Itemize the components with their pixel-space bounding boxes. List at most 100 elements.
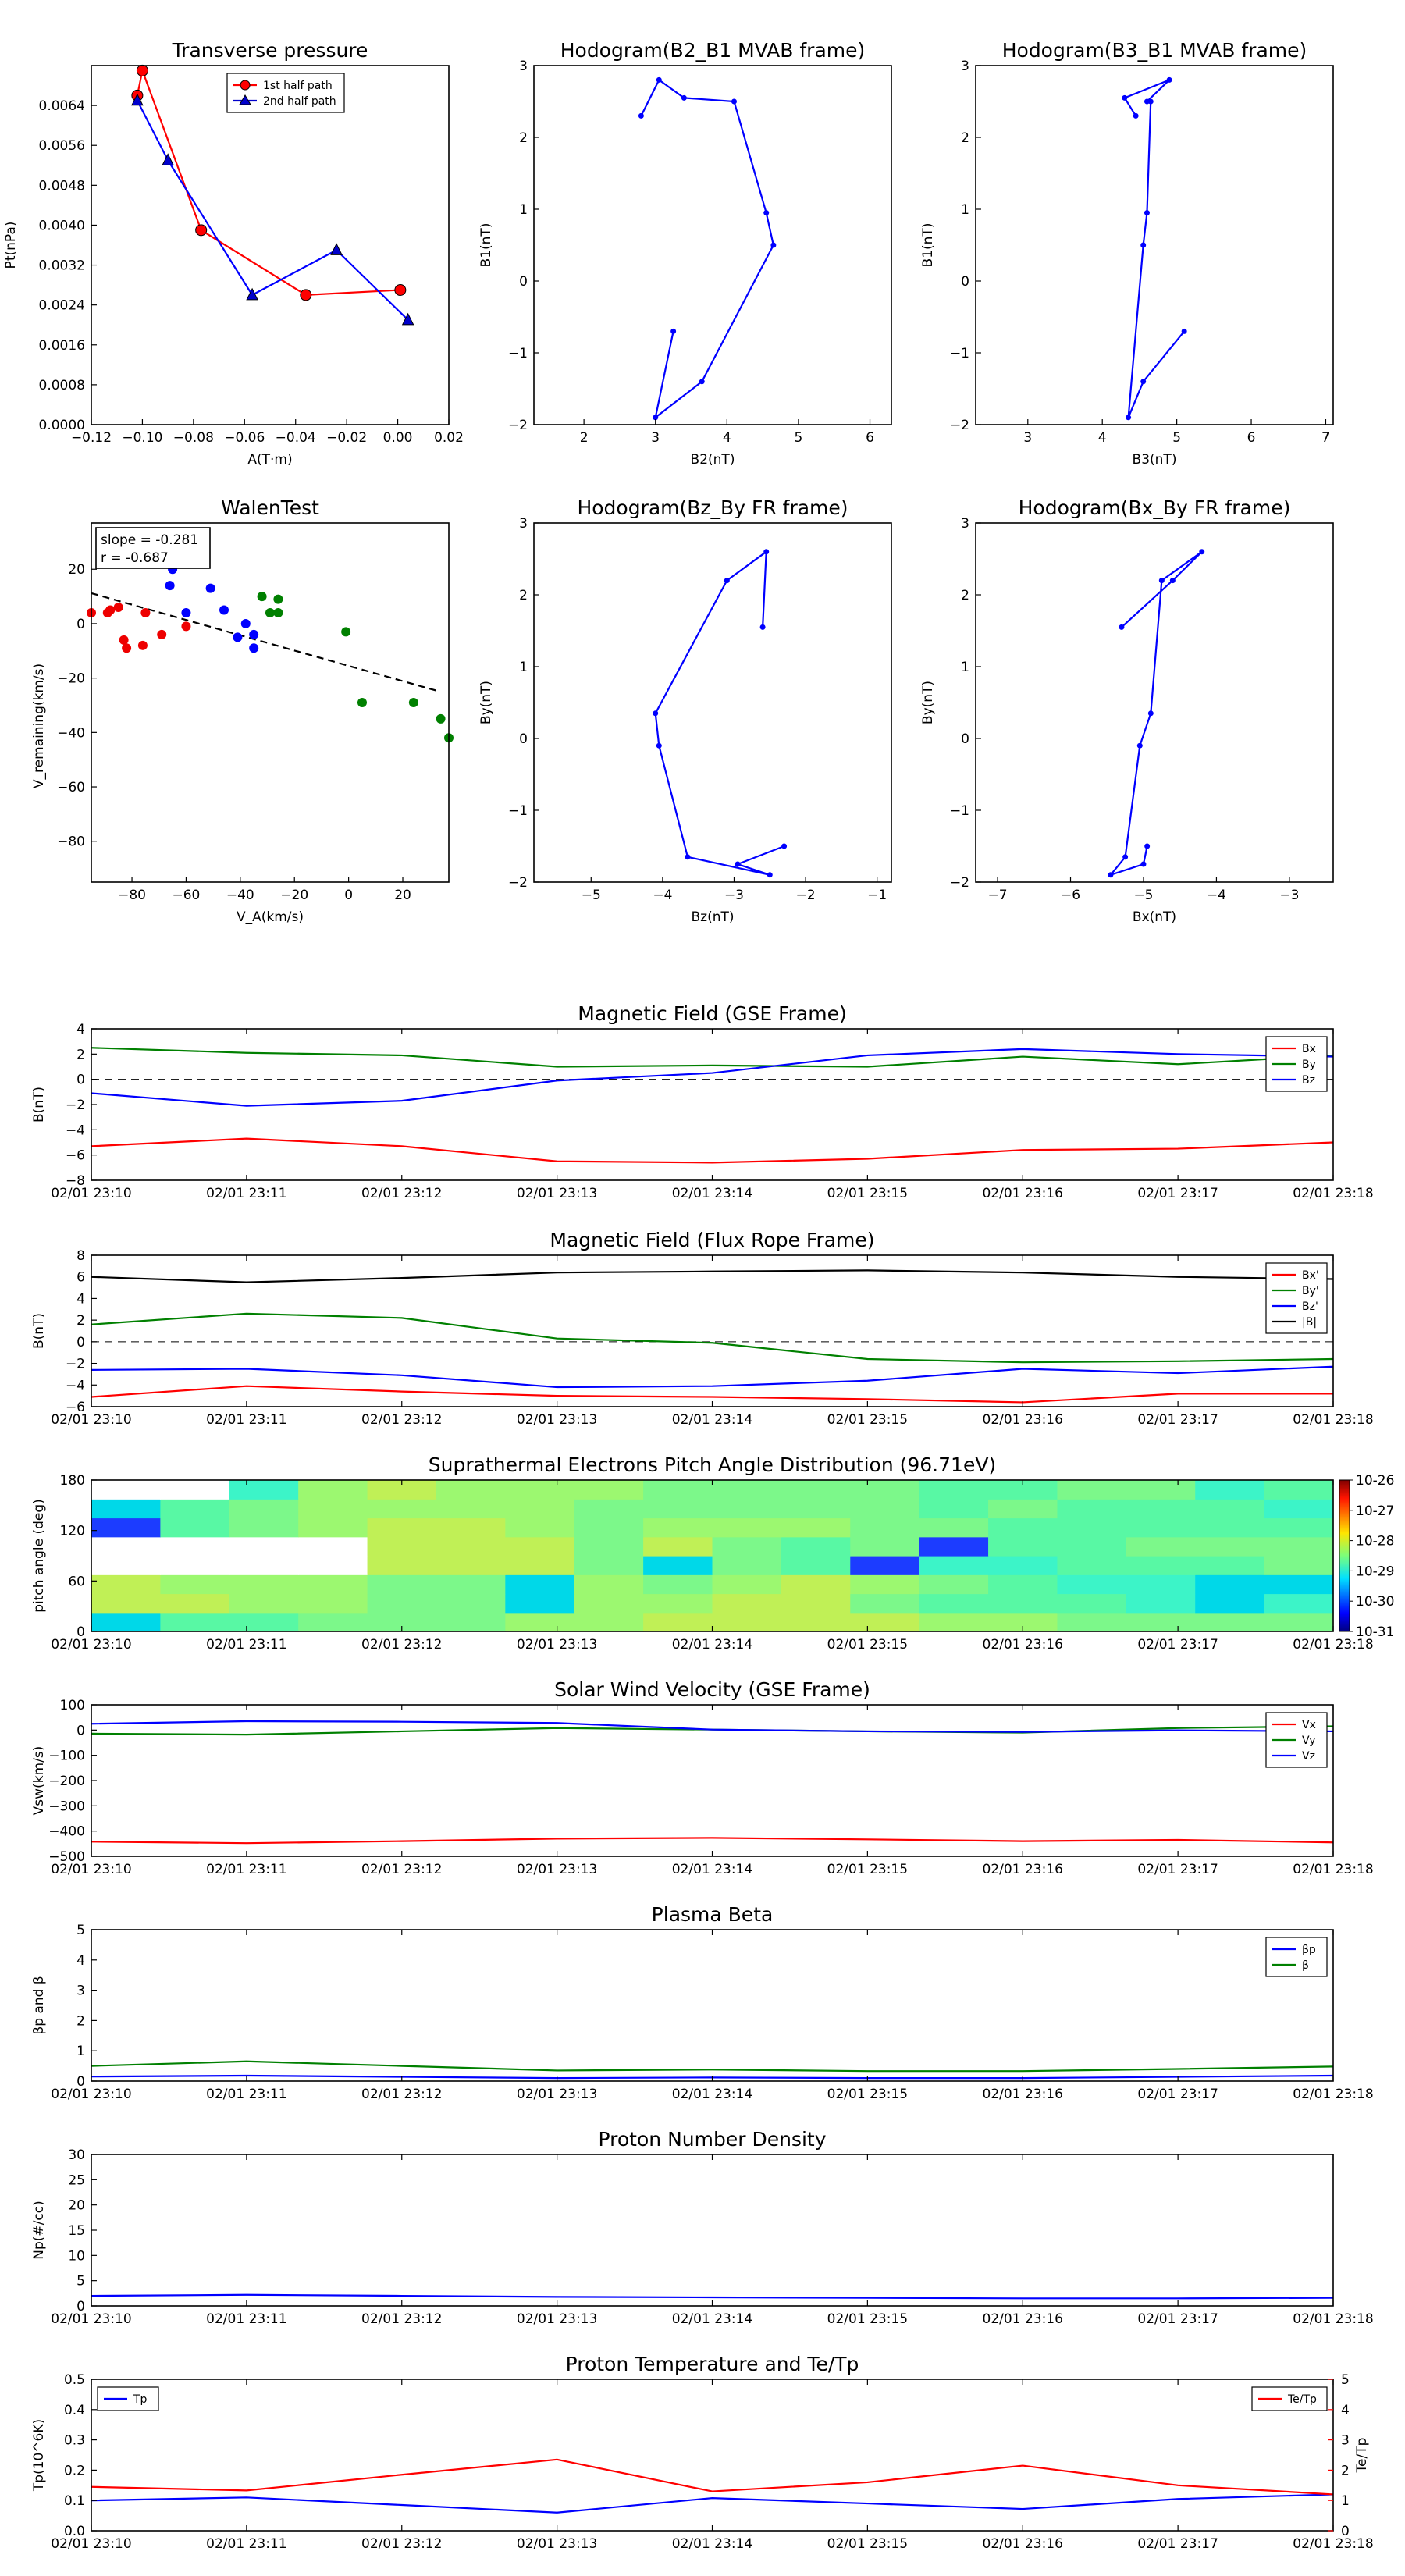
heatmap-cell	[298, 1556, 368, 1575]
y-tick-label: −1	[950, 803, 969, 819]
x-tick-label: 02/01 23:11	[206, 2536, 286, 2552]
y-tick-label: −20	[57, 671, 85, 687]
heatmap-cell	[1195, 1612, 1265, 1632]
legend-label: Bz	[1302, 1074, 1315, 1087]
series-line	[91, 1720, 1334, 1733]
x-tick-label: 02/01 23:13	[517, 2311, 597, 2327]
heatmap-cell	[367, 1517, 437, 1538]
legend-label: Vx	[1302, 1719, 1316, 1731]
heatmap-cell	[298, 1536, 368, 1557]
x-tick-label: 02/01 23:13	[517, 2536, 597, 2552]
y-tick-label: −1	[508, 346, 528, 361]
x-tick-label: −7	[988, 888, 1008, 903]
y-tick-label: 0	[76, 1073, 85, 1088]
y-tick-label: 4	[76, 1953, 85, 1969]
y-axis-label: Vsw(km/s)	[31, 1746, 47, 1816]
y-tick-label: −200	[48, 1774, 85, 1789]
y-tick-label: 2	[961, 130, 969, 146]
heatmap-cell	[988, 1574, 1058, 1595]
series-line	[91, 1837, 1334, 1845]
heatmap-cell	[1264, 1612, 1334, 1632]
heatmap-cell	[712, 1480, 782, 1500]
x-tick-label: 02/01 23:13	[517, 1186, 597, 1201]
data-point	[770, 242, 777, 248]
x-tick-label: 0.00	[383, 430, 413, 446]
data-point	[257, 592, 267, 602]
chart-h1: Hodogram(B2_B1 MVAB frame) 2 3 4 5 6 −2 −1 0 1 2 3 B…	[478, 39, 892, 468]
heatmap-cell	[505, 1517, 575, 1538]
heatmap-cell	[1057, 1499, 1127, 1519]
heatmap-cell	[781, 1517, 851, 1538]
x-tick-label: 02/01 23:10	[51, 2087, 131, 2102]
colorbar-tick-label: 10-27	[1356, 1503, 1394, 1519]
data-point	[357, 698, 367, 707]
y-tick-label: −1	[950, 346, 969, 361]
y-tick-label: 0.4	[64, 2403, 85, 2418]
legend-marker	[240, 80, 251, 91]
series-line	[91, 1312, 1334, 1364]
legend-label: 1st half path	[263, 80, 333, 92]
x-tick-label: 02/01 23:18	[1293, 1637, 1373, 1653]
heatmap-cell	[574, 1480, 644, 1500]
x-tick-label: 02/01 23:12	[361, 1862, 442, 1877]
y-tick-label: 5	[76, 1923, 85, 1938]
data-point	[1119, 624, 1125, 630]
plot-frame	[533, 522, 892, 883]
heatmap-cell	[367, 1574, 437, 1595]
x-tick-label: −0.04	[276, 430, 316, 446]
x-tick-label: 02/01 23:17	[1137, 1637, 1218, 1653]
heatmap-cell	[1126, 1536, 1196, 1557]
data-point	[653, 415, 659, 421]
y-tick-label: 2	[76, 2013, 85, 2029]
y-tick-label: −1	[508, 803, 528, 819]
colorbar-tick-label: 10-26	[1356, 1473, 1394, 1489]
chart-vsw: Solar Wind Velocity (GSE Frame) 02/01 23:…	[31, 1678, 1374, 1877]
y-tick-label: 1	[76, 2044, 85, 2059]
heatmap-cell	[160, 1480, 230, 1500]
heatmap-cell	[1195, 1593, 1265, 1614]
x-tick-label: 02/01 23:18	[1293, 2311, 1373, 2327]
data-point	[1136, 742, 1143, 749]
series-line	[1123, 79, 1186, 418]
y-tick-label: 3	[961, 516, 969, 532]
heatmap-cell	[505, 1499, 575, 1519]
y-tick-label: −300	[48, 1799, 85, 1814]
plot-frame	[533, 65, 892, 425]
data-point	[131, 93, 144, 106]
heatmap-cell	[1057, 1593, 1127, 1614]
heatmap-cell	[712, 1593, 782, 1614]
heatmap-cell	[1126, 1480, 1196, 1500]
heatmap-cell	[643, 1612, 713, 1632]
legend: Te/Tp	[1251, 2386, 1328, 2411]
data-point	[436, 713, 446, 724]
data-point	[1181, 328, 1187, 334]
heatmap-cell	[643, 1556, 713, 1575]
heatmap-cell	[91, 1593, 161, 1614]
y-tick-label: −4	[66, 1378, 85, 1393]
x-tick-label: 02/01 23:16	[983, 1637, 1063, 1653]
y-tick-label: 8	[76, 1248, 85, 1264]
data-point	[1122, 854, 1129, 860]
y-tick-label: 0	[76, 1624, 85, 1640]
y-tick-label: −2	[950, 875, 969, 891]
legend: βp β	[1265, 1937, 1328, 1977]
heatmap-cell	[436, 1480, 506, 1500]
heatmap-cell	[574, 1593, 644, 1614]
legend-label: Bz'	[1302, 1300, 1318, 1313]
y-tick-label: 15	[68, 2223, 85, 2239]
heatmap-cell	[643, 1574, 713, 1595]
data-point	[273, 594, 283, 604]
y-axis-label: Tp(10^6K)	[31, 2419, 47, 2492]
heatmap-cell	[850, 1593, 920, 1614]
data-point	[735, 861, 741, 867]
y-axis-label: V_remaining(km/s)	[31, 664, 47, 788]
data-point	[408, 698, 418, 707]
series-line	[640, 78, 775, 420]
x-tick-label: 4	[1098, 430, 1107, 446]
heatmap-cell	[1264, 1556, 1334, 1575]
x-tick-label: 02/01 23:12	[361, 2311, 442, 2327]
data-point	[724, 578, 730, 584]
data-point	[653, 710, 659, 717]
heatmap-cell	[988, 1593, 1058, 1614]
data-point	[1158, 578, 1165, 584]
